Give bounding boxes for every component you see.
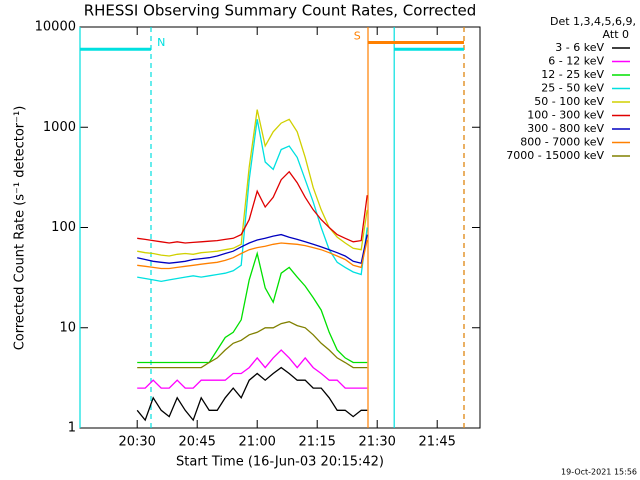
annotation: S — [354, 30, 361, 43]
y-tick-label: 10000 — [35, 20, 76, 35]
series-line — [137, 349, 368, 389]
series-line — [137, 170, 368, 244]
series-line — [137, 239, 368, 270]
x-tick-label: 20:30 — [118, 435, 155, 450]
y-tick-label: 1 — [68, 421, 76, 436]
y-tick-label: 100 — [51, 220, 76, 235]
y-tick-label: 10 — [59, 320, 76, 335]
legend-label: 25 - 50 keV — [541, 82, 604, 95]
legend-label: 7000 - 15000 keV — [506, 149, 604, 162]
x-tick-label: 21:00 — [238, 435, 275, 450]
x-tick-label: 20:45 — [178, 435, 215, 450]
legend-label: 6 - 12 keV — [548, 55, 604, 68]
series-line — [137, 119, 368, 283]
legend-label: 12 - 25 keV — [541, 68, 604, 81]
y-axis-label: Corrected Count Rate (s⁻¹ detector⁻¹) — [13, 106, 28, 351]
series-line — [137, 321, 368, 369]
series-line — [137, 233, 368, 264]
x-axis-label: Start Time (16-Jun-03 20:15:42) — [176, 455, 384, 470]
x-tick-label: 21:30 — [358, 435, 395, 450]
legend-title: Det 1,3,4,5,6,9, — [550, 15, 636, 28]
legend-label: 50 - 100 keV — [534, 95, 604, 108]
legend-label: 100 - 300 keV — [527, 109, 604, 122]
series-line — [137, 250, 368, 364]
legend-label: 800 - 7000 keV — [520, 136, 604, 149]
x-tick-label: 21:45 — [418, 435, 455, 450]
annotation: N — [157, 36, 165, 49]
series-line — [136, 366, 368, 422]
x-tick-label: 21:15 — [298, 435, 335, 450]
footer: 19-Oct-2021 15:56 — [561, 468, 637, 477]
chart-title: RHESSI Observing Summary Count Rates, Co… — [84, 2, 477, 20]
legend-label: 300 - 800 keV — [527, 122, 604, 135]
legend-title: Att 0 — [603, 28, 629, 41]
y-tick-label: 1000 — [43, 120, 76, 135]
legend-label: 3 - 6 keV — [555, 41, 604, 54]
